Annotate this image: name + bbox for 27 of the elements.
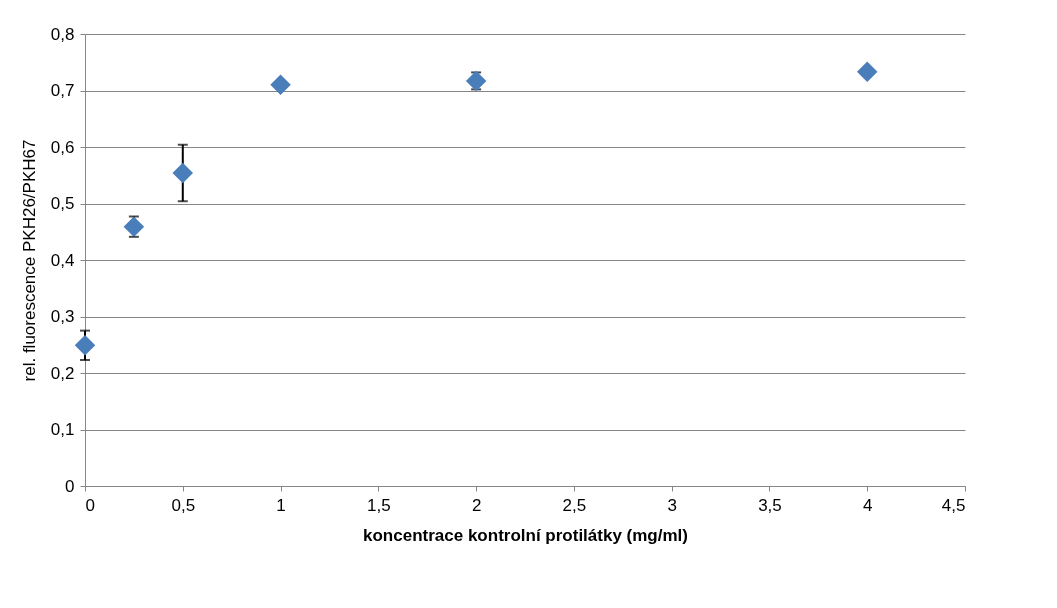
point [465,70,487,92]
y-tick-label: 0,1 [50,420,75,439]
x-tick-label: 1,5 [367,495,391,515]
y-tick-label: 0,6 [50,137,75,157]
point [270,74,291,96]
x-tick-label: 3 [667,495,677,515]
y-axis-title: rel. fluorescence PKH26/PKH67 [19,139,39,382]
x-tick-label: 4,5 [941,495,966,515]
x-tick-label: 0 [85,495,95,515]
y-tick-label: 0,3 [50,307,75,326]
x-tick-label: 3,5 [758,495,782,515]
y-tick-label: 0,7 [50,81,75,100]
y-tick-label: 0,4 [50,250,75,270]
x-axis-title: koncentrace kontrolní protilátky (mg/ml) [363,525,688,545]
y-tick-label: 0,8 [50,24,75,44]
x-tick-label: 1 [276,495,286,515]
x-tick-label: 0,5 [171,495,196,515]
x-tick-label: 4 [862,495,873,515]
point [856,61,878,83]
y-tick-label: 0 [65,476,75,496]
y-tick-label: 0,2 [50,363,75,383]
x-tick-label: 2,5 [562,495,587,515]
point [123,216,145,237]
x-tick-label: 2 [471,495,482,515]
y-tick-label: 0,5 [50,194,75,213]
point [172,162,194,184]
point [74,335,96,356]
